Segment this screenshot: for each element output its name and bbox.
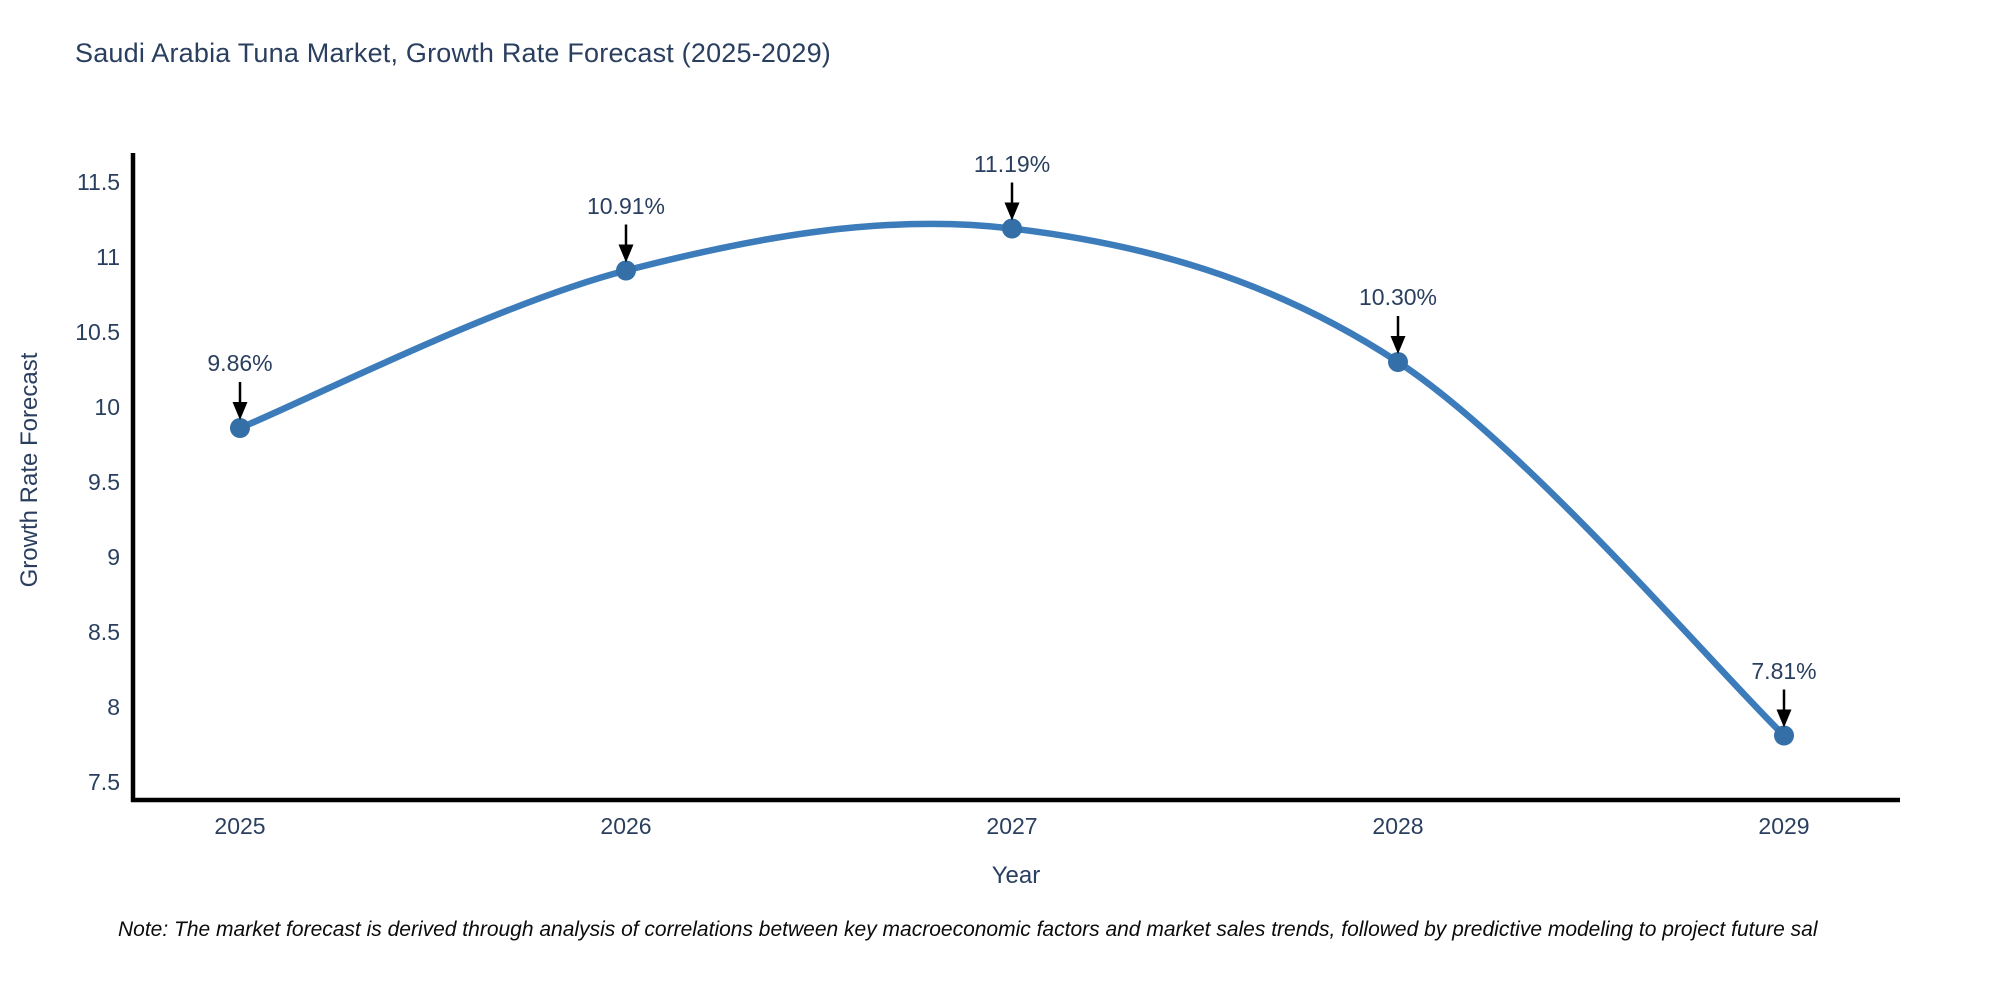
y-tick-label: 8.5 [88,619,120,645]
y-tick-label: 10.5 [75,319,120,345]
y-tick-label: 11.5 [76,169,120,195]
annotation-arrowhead [232,402,248,420]
y-tick-label: 10 [94,394,120,420]
x-axis-title: Year [991,862,1041,889]
data-point-marker [1388,352,1408,372]
y-tick-label: 8 [107,694,120,720]
chart-title: Saudi Arabia Tuna Market, Growth Rate Fo… [75,38,831,68]
annotation-arrowhead [1390,336,1406,354]
x-tick-label: 2026 [600,813,652,839]
x-tick-label: 2029 [1758,813,1810,839]
point-value-label: 7.81% [1751,657,1817,684]
point-value-label: 11.19% [973,150,1051,177]
annotation-arrowhead [1004,202,1020,221]
forecast-line [236,220,1788,739]
x-tick-label: 2025 [214,813,266,839]
x-tick-label: 2027 [986,813,1038,839]
annotation-arrowhead [1776,709,1792,728]
footnote: Note: The market forecast is derived thr… [118,918,1818,941]
x-tick-label: 2028 [1372,813,1424,839]
data-point-marker [230,418,250,438]
y-tick-label: 9 [107,544,120,570]
data-point-marker [1774,725,1794,746]
point-value-label: 10.30% [1358,284,1438,310]
y-tick-label: 7.5 [88,769,120,795]
data-point-marker [1002,218,1022,239]
point-value-label: 9.86% [207,350,273,376]
y-tick-label: 9.5 [88,469,120,495]
annotation-arrowhead [618,244,634,263]
y-tick-label: 11 [96,244,120,270]
point-value-label: 10.91% [586,192,666,219]
data-point-marker [616,260,636,281]
